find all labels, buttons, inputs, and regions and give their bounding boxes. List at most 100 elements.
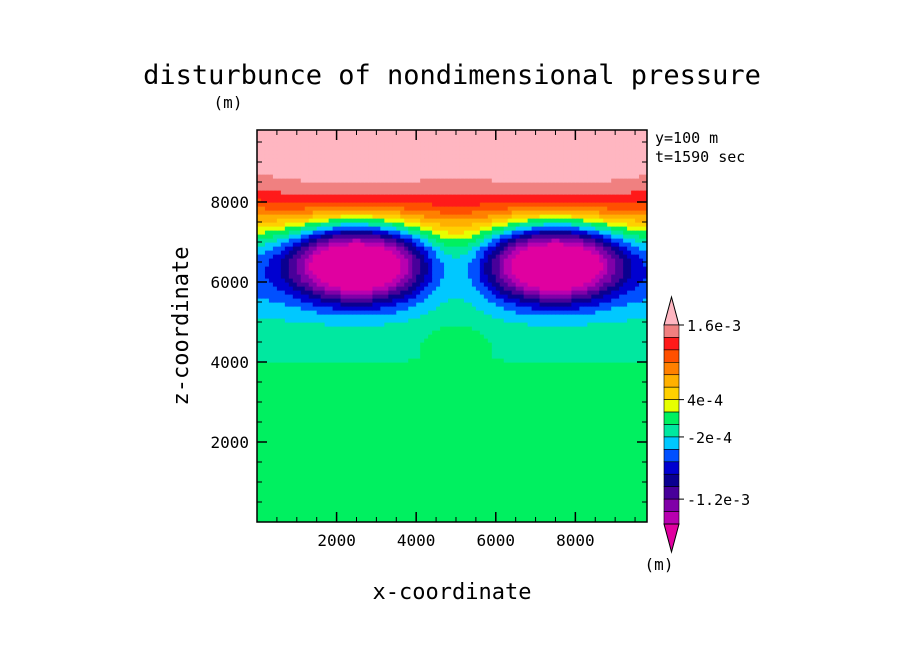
field-cell bbox=[268, 366, 274, 371]
field-cell bbox=[324, 354, 330, 359]
field-cell bbox=[603, 430, 608, 435]
field-cell bbox=[408, 354, 413, 359]
field-cell bbox=[535, 446, 541, 451]
field-cell bbox=[292, 334, 298, 339]
field-cell bbox=[324, 414, 330, 419]
field-cell bbox=[268, 338, 274, 343]
field-cell bbox=[372, 394, 377, 399]
field-cell bbox=[372, 466, 377, 471]
field-cell bbox=[495, 422, 501, 427]
field-cell bbox=[424, 322, 429, 327]
field-cell bbox=[260, 354, 266, 359]
field-cell bbox=[260, 326, 266, 331]
field-cell bbox=[531, 330, 537, 335]
field-cell bbox=[623, 354, 628, 359]
field-cell bbox=[471, 490, 477, 495]
field-cell bbox=[583, 454, 588, 459]
field-cell bbox=[631, 430, 636, 435]
field-cell bbox=[392, 442, 397, 447]
field-cell bbox=[412, 346, 417, 351]
field-cell bbox=[559, 406, 565, 411]
field-cell bbox=[300, 338, 306, 343]
field-cell bbox=[595, 458, 600, 463]
field-cell bbox=[356, 422, 362, 427]
field-cell bbox=[475, 326, 481, 331]
field-cell bbox=[416, 326, 421, 331]
field-cell bbox=[388, 318, 393, 323]
field-cell bbox=[408, 430, 413, 435]
field-cell bbox=[531, 394, 537, 399]
field-cell bbox=[611, 446, 616, 451]
field-cell bbox=[396, 394, 401, 399]
field-cell bbox=[328, 494, 334, 499]
field-cell bbox=[356, 458, 362, 463]
field-cell bbox=[507, 362, 513, 367]
field-cell bbox=[384, 378, 389, 383]
field-cell bbox=[611, 478, 616, 483]
field-cell bbox=[444, 510, 449, 515]
field-cell bbox=[272, 490, 278, 495]
field-cell bbox=[507, 350, 513, 355]
field-cell bbox=[491, 478, 497, 483]
field-cell bbox=[436, 498, 441, 503]
field-cell bbox=[603, 350, 608, 355]
field-cell bbox=[503, 382, 509, 387]
field-cell bbox=[579, 442, 584, 447]
field-cell bbox=[328, 402, 334, 407]
field-cell bbox=[352, 322, 358, 327]
field-cell bbox=[591, 418, 596, 423]
field-cell bbox=[344, 350, 350, 355]
field-cell bbox=[511, 374, 517, 379]
field-cell bbox=[428, 518, 433, 522]
field-cell bbox=[559, 478, 565, 483]
field-cell bbox=[475, 470, 481, 475]
field-cell bbox=[424, 410, 429, 415]
field-cell bbox=[376, 346, 381, 351]
field-cell bbox=[595, 422, 600, 427]
field-cell bbox=[579, 354, 584, 359]
field-cell bbox=[527, 366, 533, 371]
field-cell bbox=[412, 334, 417, 339]
field-cell bbox=[607, 410, 612, 415]
field-cell bbox=[284, 502, 290, 507]
field-cell bbox=[551, 450, 557, 455]
field-cell bbox=[404, 322, 409, 327]
field-cell bbox=[440, 422, 445, 427]
field-cell bbox=[320, 494, 326, 499]
field-cell bbox=[308, 498, 314, 503]
field-cell bbox=[300, 354, 306, 359]
field-cell bbox=[539, 410, 545, 415]
field-cell bbox=[479, 454, 485, 459]
field-cell bbox=[404, 502, 409, 507]
field-cell bbox=[631, 418, 636, 423]
field-cell bbox=[404, 478, 409, 483]
field-cell bbox=[459, 354, 465, 359]
field-cell bbox=[304, 318, 310, 323]
field-cell bbox=[352, 418, 358, 423]
field-cell bbox=[360, 466, 366, 471]
field-cell bbox=[571, 370, 576, 375]
field-cell bbox=[420, 358, 425, 363]
field-cell bbox=[611, 494, 616, 499]
field-cell bbox=[527, 330, 533, 335]
field-cell bbox=[571, 426, 576, 431]
field-cell bbox=[559, 386, 565, 391]
field-cell bbox=[507, 502, 513, 507]
field-cell bbox=[308, 338, 314, 343]
field-cell bbox=[316, 378, 322, 383]
field-cell bbox=[348, 422, 354, 427]
field-cell bbox=[372, 470, 377, 475]
field-cell bbox=[380, 394, 385, 399]
field-cell bbox=[611, 370, 616, 375]
field-cell bbox=[643, 450, 647, 455]
field-cell bbox=[631, 390, 636, 395]
field-cell bbox=[284, 474, 290, 479]
field-cell bbox=[479, 378, 485, 383]
field-cell bbox=[344, 466, 350, 471]
field-cell bbox=[368, 394, 374, 399]
field-cell bbox=[260, 382, 266, 387]
field-cell bbox=[268, 454, 274, 459]
field-cell bbox=[559, 334, 565, 339]
field-cell bbox=[531, 518, 537, 522]
field-cell bbox=[463, 342, 469, 347]
